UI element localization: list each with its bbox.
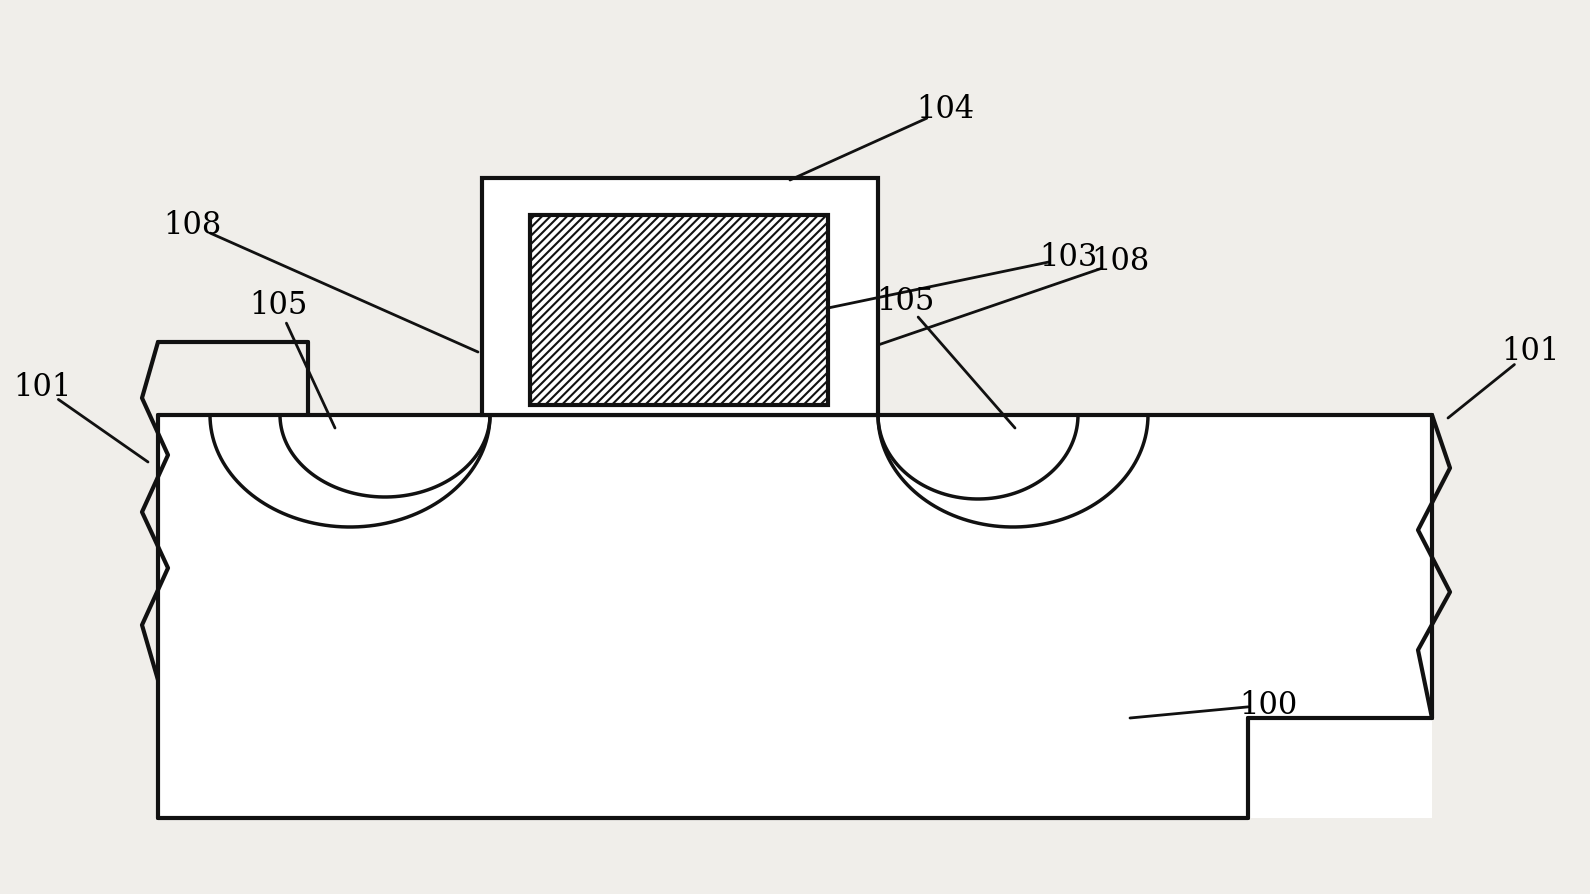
Text: 103: 103 — [1038, 242, 1097, 274]
Text: 108: 108 — [1091, 247, 1150, 277]
Text: 104: 104 — [916, 95, 975, 125]
Text: 105: 105 — [248, 290, 307, 321]
Text: 101: 101 — [1501, 336, 1560, 367]
Text: 105: 105 — [876, 286, 935, 317]
Bar — [157, 415, 1433, 818]
Bar — [529, 215, 828, 405]
Bar — [482, 178, 878, 415]
Text: 108: 108 — [162, 209, 221, 240]
Text: 100: 100 — [1239, 689, 1297, 721]
Text: 101: 101 — [13, 373, 72, 403]
